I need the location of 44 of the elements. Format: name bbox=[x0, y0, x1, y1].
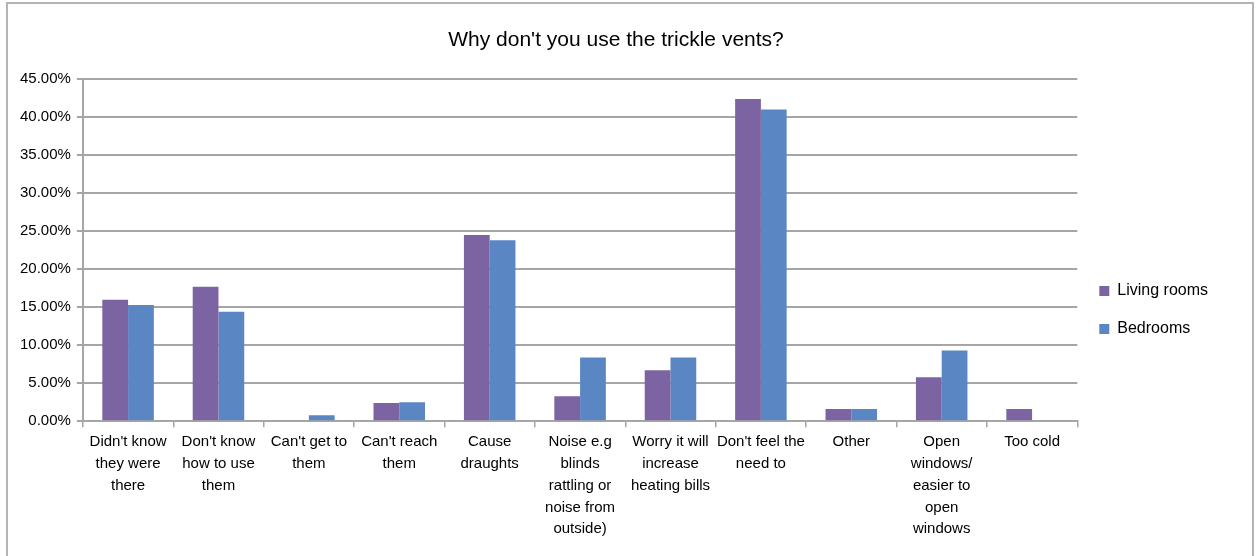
bar bbox=[941, 350, 968, 421]
legend-label: Living rooms bbox=[1117, 281, 1208, 299]
bar bbox=[218, 311, 245, 421]
bar bbox=[463, 235, 490, 421]
bar bbox=[760, 109, 787, 421]
x-tick-label: Can't reach them bbox=[361, 432, 438, 472]
bar bbox=[399, 402, 426, 421]
bar bbox=[308, 415, 335, 421]
y-tick-label: 30.00% bbox=[20, 183, 71, 201]
y-tick-label: 40.00% bbox=[20, 107, 71, 125]
bar bbox=[580, 357, 606, 421]
x-tick-label: Can't get to them bbox=[270, 432, 347, 472]
bar bbox=[554, 396, 581, 421]
bar bbox=[825, 409, 852, 421]
x-tick-label: Don't feel the need to bbox=[716, 432, 805, 472]
bar bbox=[644, 370, 671, 421]
bar bbox=[915, 377, 942, 421]
x-tick-label: Worry it will increase heating bills bbox=[630, 432, 711, 493]
legend-label: Bedrooms bbox=[1117, 319, 1191, 337]
bar bbox=[735, 98, 761, 421]
x-tick-label: Other bbox=[832, 432, 871, 450]
y-tick-label: 5.00% bbox=[28, 373, 71, 391]
y-tick-label: 35.00% bbox=[20, 145, 71, 163]
bar bbox=[128, 304, 154, 421]
y-tick-label: 20.00% bbox=[20, 259, 71, 277]
bar bbox=[102, 299, 129, 421]
bar bbox=[373, 403, 400, 421]
x-tick-label: Cause draughts bbox=[460, 432, 519, 472]
y-tick-label: 15.00% bbox=[20, 297, 71, 315]
y-tick-label: 25.00% bbox=[20, 221, 71, 239]
x-tick-label: Noise e.g blinds rattling or noise from outside) bbox=[545, 432, 616, 537]
y-tick-label: 10.00% bbox=[20, 335, 71, 353]
bar bbox=[670, 357, 697, 421]
bar bbox=[192, 286, 219, 421]
chart-title: Why don't you use the trickle vents? bbox=[448, 27, 784, 51]
y-tick-label: 45.00% bbox=[20, 69, 71, 87]
y-tick-label: 0.00% bbox=[28, 411, 71, 429]
x-tick-label: Didn't know they were there bbox=[89, 432, 167, 493]
x-tick-label: Too cold bbox=[1004, 432, 1061, 450]
bar bbox=[489, 240, 516, 421]
x-tick-label: Don't know how to use them bbox=[181, 432, 256, 493]
bar bbox=[851, 409, 878, 421]
x-tick-label: Open windows/ easier to open windows bbox=[909, 432, 974, 537]
bar bbox=[1006, 409, 1033, 421]
